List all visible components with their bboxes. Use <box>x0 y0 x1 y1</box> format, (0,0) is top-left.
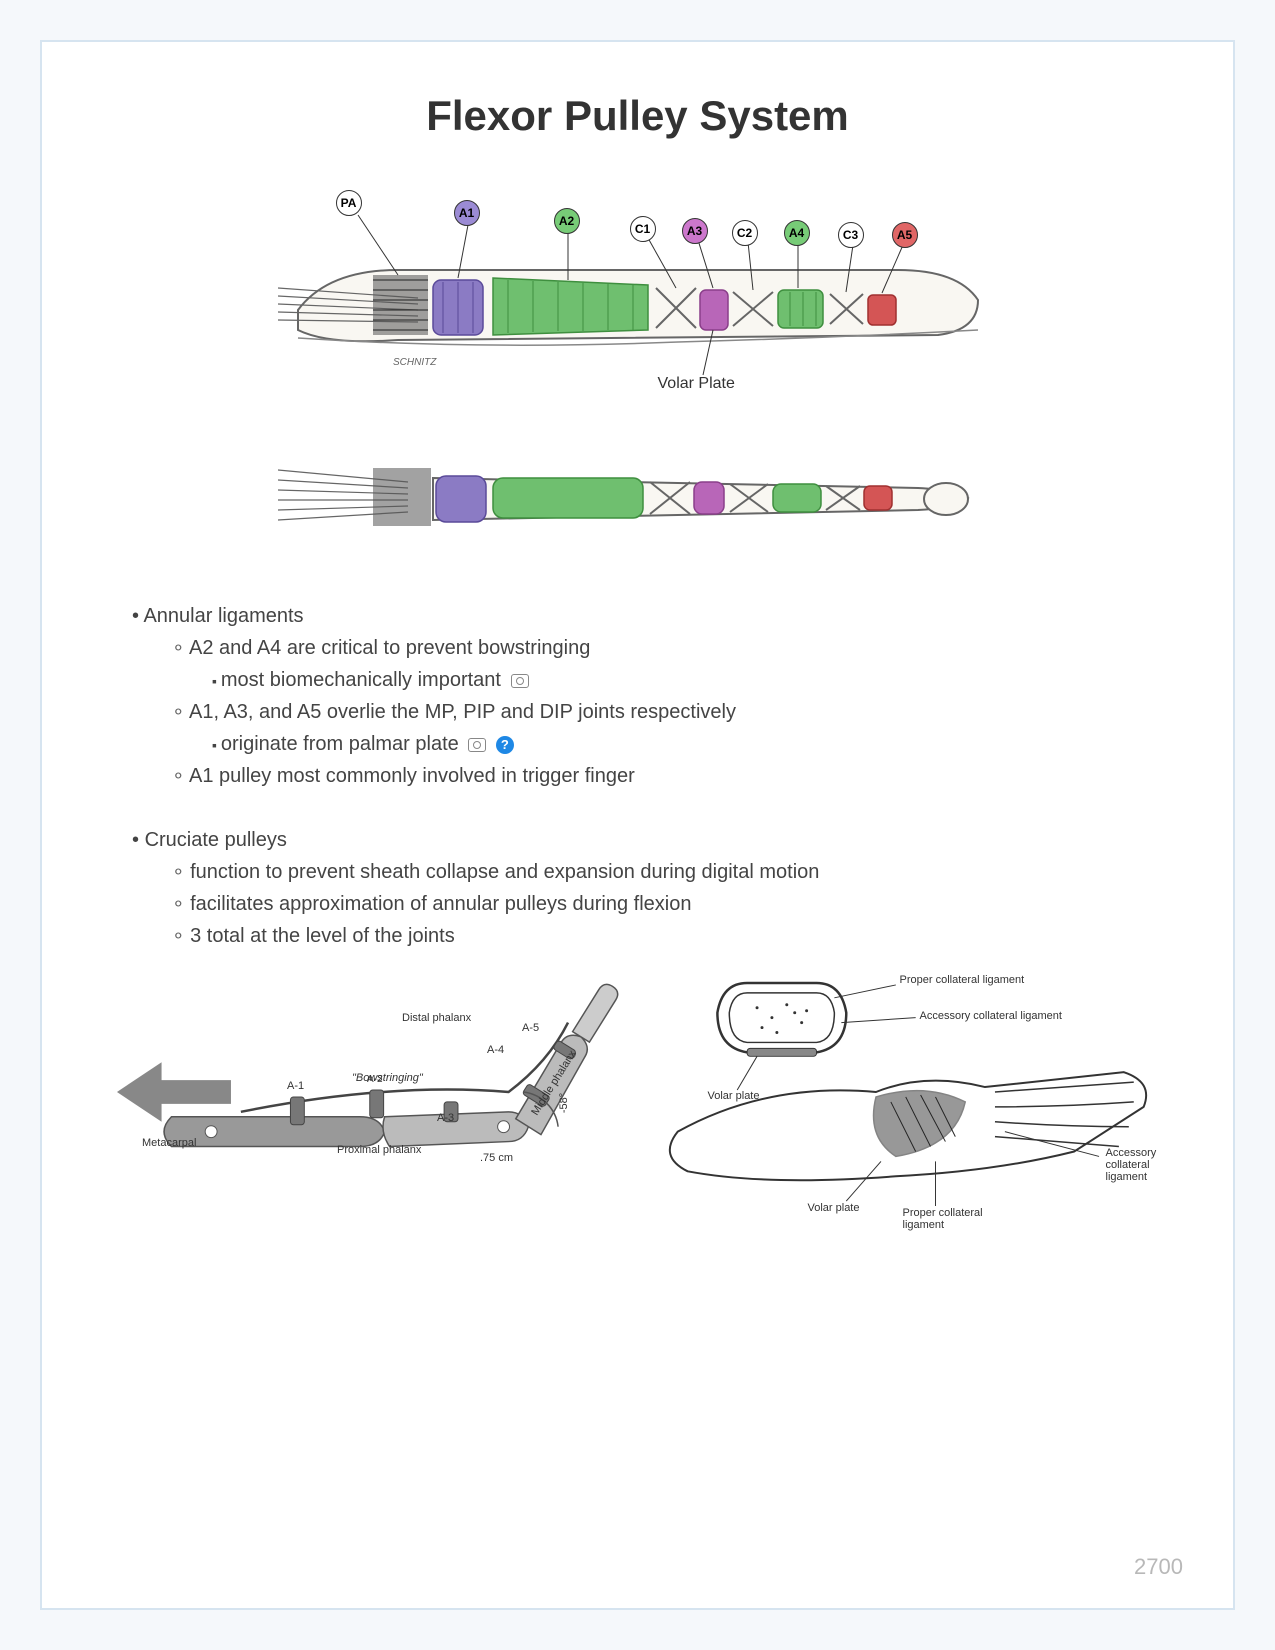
annular-item-3: A1 pulley most commonly involved in trig… <box>172 760 1163 792</box>
volar-plate-bottom: Volar plate <box>808 1202 860 1214</box>
label-C1: C1 <box>630 216 656 242</box>
label-A5: A5 <box>892 222 918 248</box>
accessory-collateral-bottom: Accessory collateral ligament <box>1106 1147 1186 1183</box>
annular-item-2-sub: originate from palmar plate ? <box>212 728 1163 760</box>
page-title: Flexor Pulley System <box>112 92 1163 140</box>
label-A1: A1 <box>454 200 480 226</box>
annular-item-1-sub: most biomechanically important <box>212 664 1163 696</box>
accessory-collateral-top: Accessory collateral ligament <box>920 1010 1062 1022</box>
label-C3: C3 <box>838 222 864 248</box>
angle-label: -58° <box>558 1093 570 1113</box>
bowstringing-diagram: Metacarpal Proximal phalanx Distal phala… <box>112 962 628 1222</box>
bowstringing-label: "Bowstringing" <box>352 1072 423 1084</box>
label-A4: A4 <box>784 220 810 246</box>
proper-collateral-bottom: Proper collateral ligament <box>903 1207 993 1231</box>
svg-text:SCHNITZ: SCHNITZ <box>393 357 437 368</box>
annular-item-2: A1, A3, and A5 overlie the MP, PIP and D… <box>172 696 1163 760</box>
proximal-label: Proximal phalanx <box>337 1144 421 1156</box>
distal-label: Distal phalanx <box>402 1012 471 1024</box>
pulley-lateral-view: SCHNITZ PA A1 A2 C1 A3 C2 A4 C3 A5 Volar… <box>278 170 998 410</box>
pulley-diagrams: SCHNITZ PA A1 A2 C1 A3 C2 A4 C3 A5 Volar… <box>278 170 998 570</box>
label-A2: A2 <box>554 208 580 234</box>
volar-plate-caption: Volar Plate <box>658 375 735 393</box>
help-icon[interactable]: ? <box>496 736 514 754</box>
collateral-diagram: Proper collateral ligament Accessory col… <box>648 962 1164 1222</box>
page-number: 2700 <box>1134 1554 1183 1580</box>
bottom-diagrams: Metacarpal Proximal phalanx Distal phala… <box>112 962 1163 1222</box>
cruciate-heading: Cruciate pulleys function to prevent she… <box>132 824 1163 952</box>
cruciate-item-1: function to prevent sheath collapse and … <box>172 856 1163 888</box>
annular-item-1: A2 and A4 are critical to prevent bowstr… <box>172 632 1163 696</box>
cruciate-item-3: 3 total at the level of the joints <box>172 920 1163 952</box>
camera-icon[interactable] <box>511 674 529 688</box>
label-C2: C2 <box>732 220 758 246</box>
pulley-dorsal-view <box>278 420 998 570</box>
proper-collateral-top: Proper collateral ligament <box>900 974 1025 986</box>
a2-label: A-2 <box>367 1074 383 1085</box>
label-PA: PA <box>336 190 362 216</box>
annular-heading: Annular ligaments A2 and A4 are critical… <box>132 600 1163 792</box>
volar-plate-top: Volar plate <box>708 1090 760 1102</box>
measure-label: .75 cm <box>480 1152 513 1164</box>
camera-icon[interactable] <box>468 738 486 752</box>
document-page: Flexor Pulley System <box>40 40 1235 1610</box>
cruciate-item-2: facilitates approximation of annular pul… <box>172 888 1163 920</box>
dorsal-svg <box>278 420 998 570</box>
a4-label: A-4 <box>487 1044 504 1056</box>
content-bullets: Annular ligaments A2 and A4 are critical… <box>132 600 1163 952</box>
a3-label: A-3 <box>437 1112 454 1124</box>
a1-label: A-1 <box>287 1080 304 1092</box>
a5-label: A-5 <box>522 1022 539 1034</box>
metacarpal-label: Metacarpal <box>142 1137 196 1149</box>
label-A3: A3 <box>682 218 708 244</box>
lateral-svg: SCHNITZ <box>278 170 998 410</box>
